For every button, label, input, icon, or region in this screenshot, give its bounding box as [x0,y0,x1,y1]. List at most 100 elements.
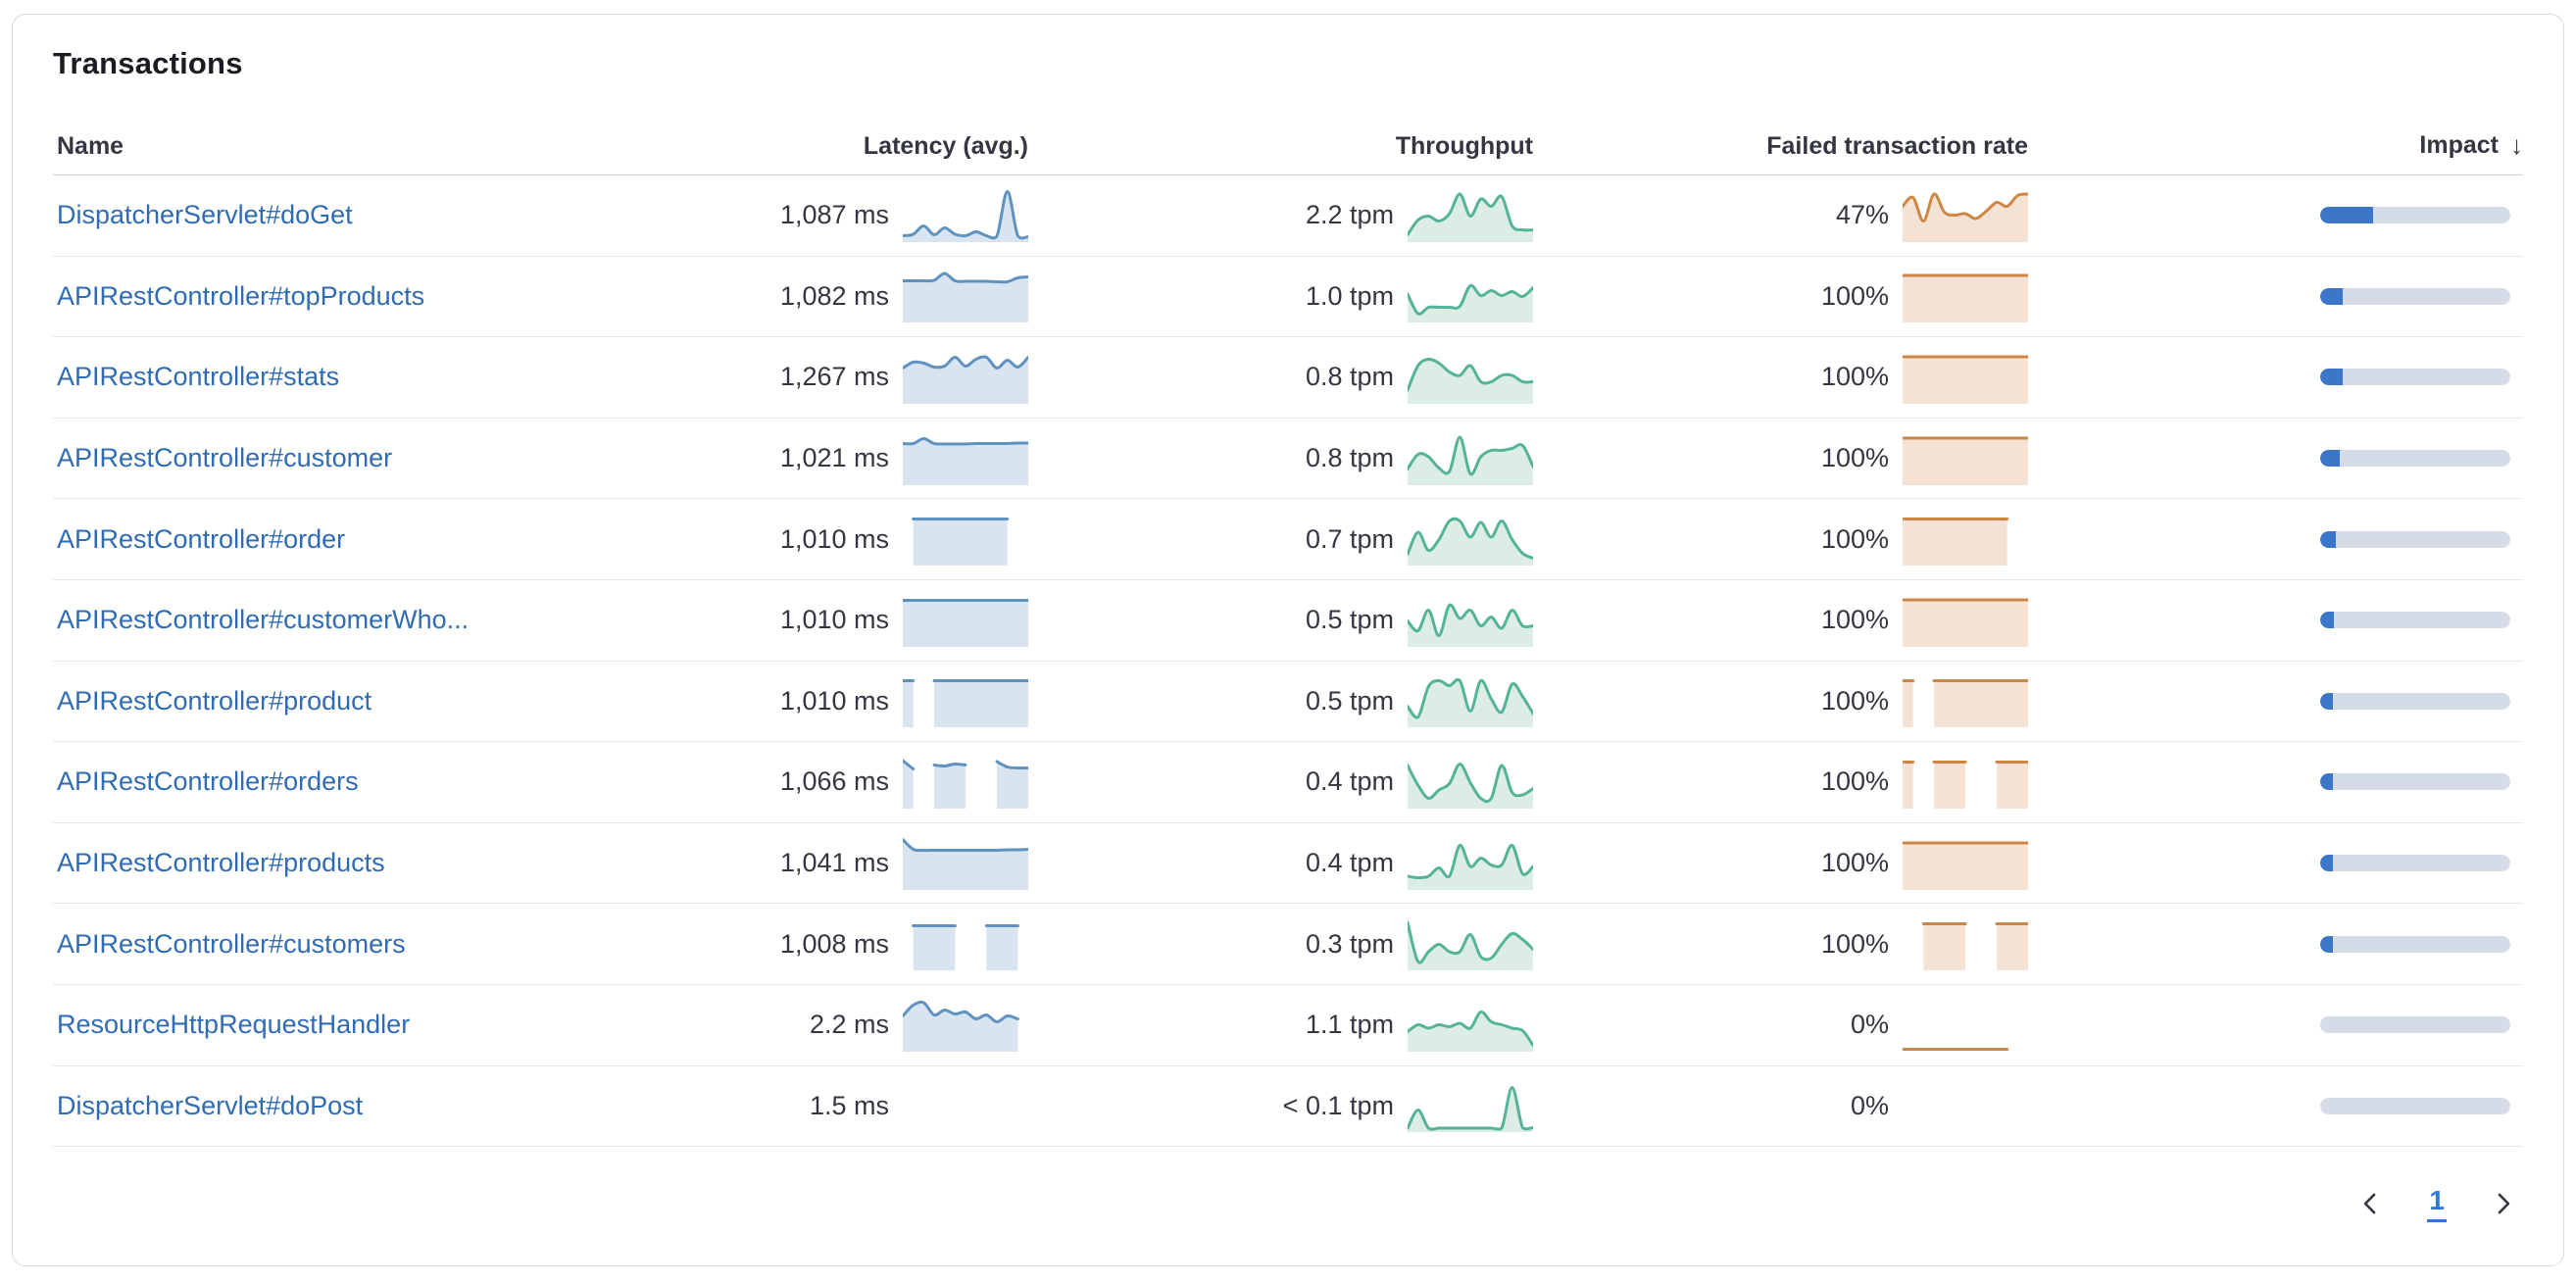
latency-sparkline [903,432,1028,485]
throughput-value: 1.1 tpm [1305,1010,1394,1040]
transaction-name-link[interactable]: APIRestController#stats [57,362,340,392]
table-row: ResourceHttpRequestHandler 2.2 ms 1.1 tp… [53,985,2523,1066]
impact-bar-track [2320,935,2510,953]
throughput-sparkline [1408,270,1533,323]
table-row: DispatcherServlet#doGet 1,087 ms 2.2 tpm… [53,175,2523,257]
failed-rate-value: 100% [1820,605,1889,635]
failed-rate-sparkline [1903,270,2028,323]
latency-sparkline [903,513,1028,567]
throughput-value: 2.2 tpm [1305,200,1394,230]
failed-rate-sparkline [1903,351,2028,404]
failed-rate-sparkline [1903,1079,2028,1132]
column-header-name[interactable]: Name [57,132,124,160]
throughput-sparkline [1408,594,1533,647]
table-row: APIRestController#orders 1,066 ms 0.4 tp… [53,742,2523,823]
failed-rate-sparkline [1903,594,2028,647]
impact-header-label: Impact [2419,131,2499,159]
impact-bar-track [2320,773,2510,791]
failed-rate-value: 100% [1820,523,1889,554]
transaction-name-link[interactable]: APIRestController#order [57,523,346,554]
latency-sparkline [903,674,1028,728]
failed-rate-value: 0% [1850,1010,1889,1040]
column-header-throughput[interactable]: Throughput [1395,132,1533,160]
latency-sparkline [903,837,1028,890]
throughput-value: 0.4 tpm [1305,766,1394,797]
throughput-sparkline [1408,917,1533,971]
failed-rate-value: 100% [1820,848,1889,878]
failed-rate-sparkline [1903,189,2028,242]
table-row: APIRestController#stats 1,267 ms 0.8 tpm… [53,337,2523,419]
throughput-sparkline [1408,432,1533,485]
throughput-sparkline [1408,674,1533,728]
table-row: APIRestController#customer 1,021 ms 0.8 … [53,419,2523,500]
latency-value: 2.2 ms [809,1010,889,1040]
latency-value: 1,267 ms [779,362,889,392]
latency-value: 1,041 ms [779,848,889,878]
throughput-value: 0.7 tpm [1305,523,1394,554]
latency-value: 1,066 ms [779,766,889,797]
throughput-value: 0.8 tpm [1305,362,1394,392]
pagination: 1 [53,1174,2523,1233]
throughput-value: 1.0 tpm [1305,280,1394,311]
throughput-value: 0.5 tpm [1305,605,1394,635]
failed-rate-value: 100% [1820,443,1889,473]
failed-rate-value: 47% [1835,200,1889,230]
table-body: DispatcherServlet#doGet 1,087 ms 2.2 tpm… [53,175,2523,1148]
failed-rate-sparkline [1903,917,2028,971]
transaction-name-link[interactable]: APIRestController#products [57,848,385,878]
table-header: Name Latency (avg.) Throughput Failed tr… [53,83,2523,175]
failed-rate-sparkline [1903,674,2028,728]
failed-rate-sparkline [1903,999,2028,1052]
previous-page-button[interactable] [2356,1190,2384,1217]
failed-rate-value: 100% [1820,362,1889,392]
transaction-name-link[interactable]: APIRestController#customer [57,443,393,473]
impact-bar-track [2320,612,2510,629]
transaction-name-link[interactable]: DispatcherServlet#doPost [57,1090,364,1120]
table-row: APIRestController#customers 1,008 ms 0.3… [53,904,2523,985]
transaction-name-link[interactable]: DispatcherServlet#doGet [57,200,353,230]
latency-sparkline [903,917,1028,971]
latency-value: 1,008 ms [779,928,889,959]
failed-rate-sparkline [1903,432,2028,485]
failed-rate-value: 100% [1820,766,1889,797]
throughput-sparkline [1408,351,1533,404]
impact-bar-fill [2320,855,2333,872]
impact-bar-track [2320,1097,2510,1114]
column-header-impact[interactable]: Impact ↓ [2028,130,2523,174]
transaction-name-link[interactable]: APIRestController#product [57,685,372,716]
impact-bar-track [2320,369,2510,386]
transaction-name-link[interactable]: APIRestController#orders [57,766,359,797]
transaction-name-link[interactable]: ResourceHttpRequestHandler [57,1010,411,1040]
failed-rate-value: 100% [1820,928,1889,959]
next-page-button[interactable] [2490,1190,2517,1217]
throughput-sparkline [1408,756,1533,809]
impact-bar-track [2320,207,2510,224]
failed-rate-sparkline [1903,756,2028,809]
failed-rate-value: 100% [1820,280,1889,311]
impact-bar-track [2320,1016,2510,1034]
table-row: APIRestController#customerWho... 1,010 m… [53,580,2523,662]
impact-bar-fill [2320,450,2340,468]
transaction-name-link[interactable]: APIRestController#customerWho... [57,605,470,635]
column-header-failed-rate[interactable]: Failed transaction rate [1766,132,2028,160]
throughput-sparkline [1408,1079,1533,1133]
page-1-button[interactable]: 1 [2427,1185,2447,1223]
table-row: DispatcherServlet#doPost 1.5 ms < 0.1 tp… [53,1066,2523,1148]
sort-descending-icon: ↓ [2510,130,2523,160]
impact-bar-fill [2320,935,2333,953]
impact-bar-fill [2320,369,2343,386]
transaction-name-link[interactable]: APIRestController#customers [57,928,406,959]
table-row: APIRestController#product 1,010 ms 0.5 t… [53,662,2523,743]
impact-bar-fill [2320,692,2333,710]
throughput-value: 0.3 tpm [1305,928,1394,959]
throughput-value: 0.4 tpm [1305,848,1394,878]
latency-sparkline [903,1079,1028,1132]
throughput-value: 0.5 tpm [1305,685,1394,716]
column-header-latency[interactable]: Latency (avg.) [863,132,1028,160]
throughput-value: < 0.1 tpm [1282,1090,1394,1120]
transactions-panel: Transactions Name Latency (avg.) Through… [12,14,2564,1266]
failed-rate-sparkline [1903,837,2028,890]
latency-sparkline [903,270,1028,323]
transaction-name-link[interactable]: APIRestController#topProducts [57,280,425,311]
impact-bar-track [2320,287,2510,305]
